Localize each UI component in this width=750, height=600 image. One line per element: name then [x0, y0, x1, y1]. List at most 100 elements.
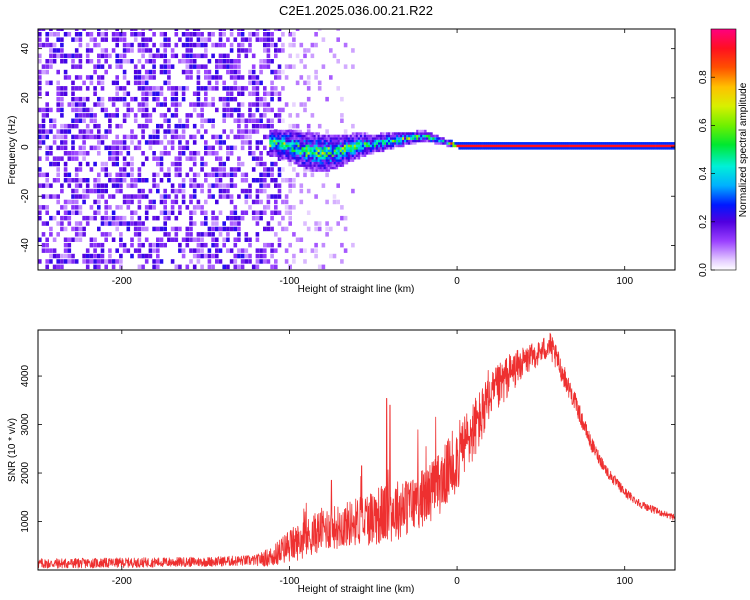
spectrogram-cell [339, 134, 343, 138]
spectrogram-cell [78, 75, 83, 80]
spectrogram-cell [349, 134, 353, 138]
spectrogram-cell [215, 86, 219, 91]
spectrogram-cell [71, 205, 75, 210]
spectrogram-cell [295, 139, 298, 143]
spectrogram-cell [478, 147, 481, 150]
spectrogram-cell [583, 144, 586, 148]
spectrogram-cell [130, 48, 134, 53]
spectrogram-cell [85, 194, 90, 199]
spectrogram-cell [341, 161, 345, 165]
spectrogram-cell [133, 210, 138, 215]
spectrogram-cell [323, 144, 326, 148]
spectrogram-cell [78, 37, 83, 42]
spectrogram-cell [115, 53, 119, 59]
spectrogram-cell [181, 145, 186, 151]
spectrogram-cell [237, 156, 241, 161]
spectrogram-cell [303, 48, 307, 53]
spectrogram-cell [137, 194, 142, 199]
spectrogram-cell [645, 144, 648, 148]
colorbar-ticks: 0.00.20.40.60.8 [698, 70, 715, 277]
spectrogram-cell [335, 166, 339, 170]
spectrogram-cell [271, 129, 274, 133]
spectrogram-cell [351, 123, 355, 129]
spectrogram-cell [285, 137, 288, 140]
spectrogram-cell [458, 147, 461, 150]
spectrogram-cell [351, 149, 355, 153]
spectrogram-cell [97, 96, 101, 102]
y-tick-label: 2000 [20, 461, 31, 484]
spectrogram-cell [450, 144, 453, 148]
spectrogram-cell [275, 149, 278, 153]
spectrogram-cell [207, 232, 212, 237]
spectrogram-cell [627, 144, 630, 148]
spectrogram-cell [353, 149, 357, 153]
x-tick-label: 100 [616, 576, 633, 587]
spectrogram-cell [392, 137, 395, 140]
spectrogram-cell [430, 132, 433, 135]
spectrogram-cell [337, 144, 341, 148]
spectrogram-cell [605, 142, 608, 145]
spectrogram-cell [319, 152, 322, 155]
spectrogram-cell [306, 210, 311, 215]
spectrogram-cell [244, 48, 249, 53]
spectrogram-cell [269, 147, 272, 150]
spectrogram-cell [406, 142, 409, 145]
spectrogram-cell [327, 137, 331, 140]
spectrogram-cell [311, 149, 314, 153]
spectrogram-cell [237, 42, 241, 48]
spectrogram-cell [671, 142, 674, 145]
spectrogram-cell [388, 134, 391, 138]
spectrogram-cell [41, 113, 46, 118]
spectrogram-cell [251, 80, 256, 86]
spectrogram-cell [167, 64, 171, 69]
spectrogram-cell [56, 156, 60, 161]
spectrogram-cell [237, 221, 241, 226]
spectrogram-cell [310, 248, 315, 253]
spectrogram-cell [192, 264, 197, 270]
spectrogram-cell [530, 142, 534, 145]
spectrogram-cell [71, 210, 75, 215]
spectrogram-cell [460, 142, 463, 145]
spectrogram-cell [625, 142, 628, 145]
spectrogram-cell [218, 96, 223, 102]
spectrogram-cell [271, 144, 274, 148]
spectrogram-cell [472, 142, 475, 145]
spectrogram-cell [244, 172, 249, 178]
spectrogram-cell [607, 144, 610, 148]
spectrogram-cell [167, 118, 171, 123]
spectrogram-cell [273, 132, 276, 135]
spectrogram-cell [266, 29, 271, 31]
spectrogram-cell [343, 161, 347, 165]
spectrogram-cell [192, 188, 197, 194]
spectrogram-cell [319, 156, 322, 160]
spectrogram-cell [237, 264, 241, 270]
spectrogram-cell [335, 161, 339, 165]
spectrogram-cell [226, 69, 230, 75]
spectrogram-cell [569, 144, 572, 148]
spectrogram-cell [573, 144, 576, 148]
spectrogram-cell [295, 137, 298, 140]
spectrogram-cell [303, 161, 306, 165]
spectrogram-cell [281, 215, 285, 221]
spectrogram-cell [310, 53, 315, 59]
spectrogram-cell [351, 64, 355, 69]
spectrogram-cell [569, 147, 572, 150]
spectrogram-cell [100, 215, 105, 221]
spectrogram-cell [263, 183, 267, 188]
spectrogram-cell [215, 156, 219, 161]
spectrogram-cell [200, 188, 204, 194]
spectrogram-cell [233, 134, 238, 140]
spectrogram-cell [218, 259, 223, 264]
spectrogram-cell [482, 142, 485, 145]
spectrogram-cell [170, 113, 175, 118]
spectrogram-cell [365, 139, 369, 143]
spectrogram-cell [255, 32, 260, 37]
spectrogram-cell [595, 147, 598, 150]
spectrogram-cell [400, 132, 403, 135]
spectrogram-cell [226, 194, 230, 199]
spectrogram-cell [71, 96, 75, 102]
spectrogram-cell [271, 139, 274, 143]
spectrogram-cell [200, 248, 204, 253]
spectrogram-cell [284, 205, 289, 210]
spectrogram-cell [299, 134, 302, 138]
